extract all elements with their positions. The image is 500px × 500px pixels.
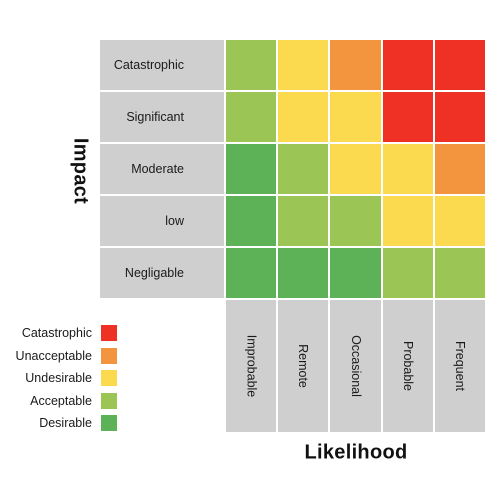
risk-cell-significant-improbable <box>226 92 279 144</box>
likelihood-label-frequent: Frequent <box>434 300 487 432</box>
likelihood-label-occasional: Occasional <box>330 300 383 432</box>
risk-cell-low-improbable <box>226 196 279 248</box>
legend-item-acceptable: Acceptable <box>0 392 120 409</box>
risk-cell-moderate-occasional <box>330 144 383 196</box>
risk-cell-low-occasional <box>330 196 383 248</box>
risk-cell-negligable-frequent <box>434 248 487 300</box>
risk-cell-significant-remote <box>278 92 331 144</box>
risk-cell-negligable-remote <box>278 248 331 300</box>
risk-cell-moderate-frequent <box>434 144 487 196</box>
risk-cell-negligable-probable <box>382 248 435 300</box>
legend-swatch <box>101 415 117 431</box>
risk-cell-moderate-probable <box>382 144 435 196</box>
likelihood-label-text: Frequent <box>452 340 467 392</box>
risk-cell-catastrophic-probable <box>382 40 435 92</box>
risk-cell-catastrophic-improbable <box>226 40 279 92</box>
impact-label-significant: Significant <box>100 92 226 144</box>
likelihood-label-probable: Probable <box>382 300 435 432</box>
risk-cell-significant-frequent <box>434 92 487 144</box>
likelihood-label-remote: Remote <box>278 300 331 432</box>
legend-item-catastrophic: Catastrophic <box>0 325 120 341</box>
risk-cell-low-probable <box>382 196 435 248</box>
risk-matrix: Catastrophic Significant Moderate low Neglig… <box>100 40 487 432</box>
legend-label: Undesirable <box>25 371 92 385</box>
impact-label-moderate: Moderate <box>100 144 226 196</box>
legend-swatch <box>101 325 117 341</box>
risk-cell-low-remote <box>278 196 331 248</box>
likelihood-label-text: Occasional <box>348 335 363 397</box>
impact-label-catastrophic: Catastrophic <box>100 40 226 92</box>
risk-cell-significant-probable <box>382 92 435 144</box>
likelihood-axis-title: Likelihood <box>304 441 408 464</box>
legend-swatch <box>101 370 117 386</box>
legend-label: Desirable <box>39 416 92 430</box>
risk-cell-negligable-improbable <box>226 248 279 300</box>
legend-label: Catastrophic <box>21 326 92 340</box>
risk-cell-low-frequent <box>434 196 487 248</box>
risk-cell-moderate-remote <box>278 144 331 196</box>
legend-swatch <box>101 392 117 409</box>
risk-cell-catastrophic-occasional <box>330 40 383 92</box>
risk-cell-significant-occasional <box>330 92 383 144</box>
risk-cell-catastrophic-remote <box>278 40 331 92</box>
impact-axis-title: Impact <box>69 137 92 205</box>
risk-cell-moderate-improbable <box>226 144 279 196</box>
legend-label: Acceptable <box>30 393 92 408</box>
impact-label-negligable: Negligable <box>100 248 226 300</box>
legend-item-unacceptable: Unacceptable <box>0 347 120 364</box>
legend-swatch <box>101 347 117 364</box>
likelihood-label-text: Improbable <box>244 334 259 398</box>
likelihood-label-improbable: Improbable <box>226 300 279 432</box>
likelihood-label-text: Probable <box>400 340 415 392</box>
legend-item-desirable: Desirable <box>0 415 120 431</box>
likelihood-label-text: Remote <box>296 344 311 388</box>
legend-item-undesirable: Undesirable <box>0 370 120 386</box>
legend-label: Unacceptable <box>15 348 92 363</box>
risk-cell-catastrophic-frequent <box>434 40 487 92</box>
impact-label-low: low <box>100 196 226 248</box>
risk-cell-negligable-occasional <box>330 248 383 300</box>
